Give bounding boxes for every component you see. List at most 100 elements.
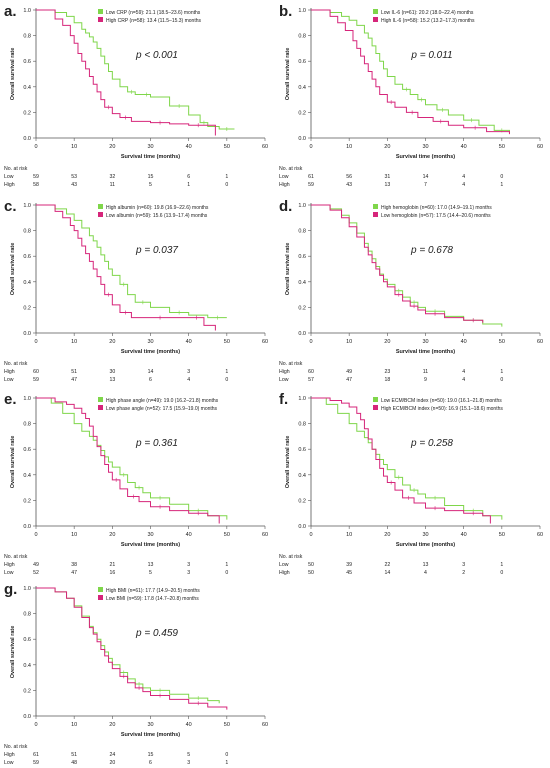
risk-row-label: High bbox=[4, 369, 15, 375]
legend-label: High phase angle (n=49): 19.0 (16.2–21.8… bbox=[106, 398, 219, 404]
y-tick-label: 0.4 bbox=[298, 473, 306, 479]
risk-count: 0 bbox=[500, 570, 503, 576]
legend-swatch-magenta bbox=[98, 17, 103, 22]
km-panel-b: b. 0.0 0.2 0.4 0.6 0.8 1.0 0 10 20 30 40 50 60 Surviva… bbox=[275, 0, 550, 190]
risk-count: 18 bbox=[384, 377, 390, 383]
x-tick-label: 40 bbox=[186, 144, 192, 150]
risk-count: 13 bbox=[384, 182, 390, 188]
y-tick-label: 0.8 bbox=[298, 229, 306, 235]
risk-count: 13 bbox=[423, 562, 429, 568]
risk-row-label: Low bbox=[4, 377, 14, 383]
risk-count: 49 bbox=[33, 562, 39, 568]
y-tick-label: 0.6 bbox=[298, 254, 306, 260]
risk-count: 59 bbox=[33, 377, 39, 383]
legend-swatch-magenta bbox=[373, 405, 378, 410]
y-tick-label: 0.8 bbox=[298, 422, 306, 428]
risk-row-label: High bbox=[279, 570, 290, 576]
risk-count: 50 bbox=[308, 562, 314, 568]
risk-count: 0 bbox=[500, 174, 503, 180]
km-chart-svg: b.0.00.20.40.60.81.00 10 20 30 40 50 60Surviva… bbox=[279, 3, 543, 188]
x-axis-label: Survival time (months) bbox=[121, 349, 180, 355]
x-tick-label: 60 bbox=[537, 144, 543, 150]
risk-count: 6 bbox=[187, 174, 190, 180]
x-axis-label: Survival time (months) bbox=[396, 542, 455, 548]
risk-count: 11 bbox=[423, 369, 428, 375]
risk-row-label: Low bbox=[4, 570, 14, 576]
km-panel-f: f. 0.0 0.2 0.4 0.6 0.8 1.0 0 10 20 30 40 50 60 Surviva… bbox=[275, 388, 550, 578]
x-tick-label: 0 bbox=[34, 339, 37, 345]
y-tick-label: 1.0 bbox=[298, 203, 306, 209]
x-tick-label: 30 bbox=[147, 722, 153, 728]
risk-count: 60 bbox=[33, 369, 39, 375]
legend-label: Low phase angle (n=52): 17.5 (15.9–19.0)… bbox=[106, 406, 218, 412]
risk-count: 4 bbox=[462, 369, 465, 375]
y-tick-label: 0.2 bbox=[23, 688, 31, 694]
km-chart-svg: c.0.00.20.40.60.81.00 10 20 30 40 50 60Surviva… bbox=[4, 198, 268, 383]
risk-table-header: No. at risk bbox=[4, 744, 28, 750]
risk-count: 31 bbox=[384, 174, 390, 180]
y-tick-label: 0.8 bbox=[23, 34, 31, 40]
x-tick-label: 40 bbox=[461, 532, 467, 538]
y-tick-label: 0.6 bbox=[23, 447, 31, 453]
x-tick-label: 60 bbox=[262, 339, 268, 345]
risk-count: 53 bbox=[71, 174, 77, 180]
risk-count: 48 bbox=[71, 760, 77, 766]
panel-label: b. bbox=[279, 3, 292, 20]
x-tick-label: 0 bbox=[34, 532, 37, 538]
risk-count: 52 bbox=[33, 570, 39, 576]
risk-count: 4 bbox=[187, 377, 190, 383]
risk-count: 5 bbox=[149, 570, 152, 576]
y-tick-label: 0.6 bbox=[23, 254, 31, 260]
risk-table-header: No. at risk bbox=[4, 166, 28, 172]
risk-row-label: High bbox=[279, 369, 290, 375]
x-tick-label: 20 bbox=[109, 722, 115, 728]
x-tick-label: 0 bbox=[34, 722, 37, 728]
x-tick-label: 40 bbox=[186, 722, 192, 728]
x-tick-label: 10 bbox=[346, 144, 352, 150]
y-tick-label: 0.8 bbox=[298, 34, 306, 40]
y-tick-label: 0.4 bbox=[23, 473, 31, 479]
risk-row-label: Low bbox=[279, 174, 289, 180]
survival-curve-green bbox=[36, 587, 220, 704]
x-tick-label: 10 bbox=[346, 532, 352, 538]
p-value: p < 0.001 bbox=[135, 50, 178, 61]
risk-count: 43 bbox=[71, 182, 77, 188]
risk-count: 59 bbox=[308, 182, 314, 188]
x-tick-label: 0 bbox=[309, 144, 312, 150]
x-tick-label: 60 bbox=[537, 339, 543, 345]
risk-count: 49 bbox=[346, 369, 352, 375]
risk-count: 3 bbox=[187, 760, 190, 766]
risk-count: 58 bbox=[33, 182, 39, 188]
legend-label: High ECM/BCM index (n=50): 16.9 (15.1–18… bbox=[381, 406, 503, 412]
risk-count: 14 bbox=[384, 570, 390, 576]
x-tick-label: 20 bbox=[109, 532, 115, 538]
y-tick-label: 0.0 bbox=[23, 136, 31, 142]
legend-swatch-magenta bbox=[373, 212, 378, 217]
risk-count: 4 bbox=[462, 377, 465, 383]
y-tick-label: 0.0 bbox=[23, 331, 31, 337]
legend-swatch-green bbox=[98, 397, 103, 402]
x-tick-label: 30 bbox=[147, 144, 153, 150]
risk-row-label: Low bbox=[4, 174, 14, 180]
x-tick-label: 10 bbox=[71, 339, 77, 345]
risk-count: 4 bbox=[462, 182, 465, 188]
legend-swatch-green bbox=[373, 397, 378, 402]
risk-count: 59 bbox=[33, 174, 39, 180]
y-tick-label: 0.2 bbox=[23, 110, 31, 116]
x-tick-label: 30 bbox=[147, 339, 153, 345]
y-tick-label: 0.2 bbox=[23, 305, 31, 311]
x-tick-label: 60 bbox=[537, 532, 543, 538]
risk-row-label: Low bbox=[279, 377, 289, 383]
legend-label: High CRP (n=58): 13.4 (11.5–15.3) months bbox=[106, 18, 202, 24]
x-tick-label: 50 bbox=[499, 339, 505, 345]
risk-count: 56 bbox=[346, 174, 352, 180]
risk-count: 47 bbox=[346, 377, 352, 383]
panel-label: a. bbox=[4, 3, 17, 20]
x-tick-label: 60 bbox=[262, 532, 268, 538]
legend-label: Low BMI (n=59): 17.8 (14.7–20.8) months bbox=[106, 596, 199, 602]
x-tick-label: 0 bbox=[34, 144, 37, 150]
legend-swatch-green bbox=[98, 9, 103, 14]
risk-count: 6 bbox=[149, 760, 152, 766]
risk-table-header: No. at risk bbox=[4, 361, 28, 367]
risk-count: 3 bbox=[187, 570, 190, 576]
